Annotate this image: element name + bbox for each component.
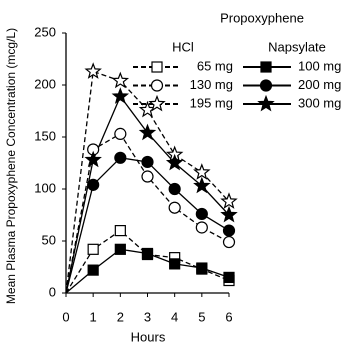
- marker: [87, 243, 99, 255]
- x-tick-label: 2: [117, 309, 124, 324]
- x-axis-title: Hours: [131, 329, 166, 344]
- legend-group-header: HCl: [172, 39, 194, 54]
- marker: [193, 163, 211, 180]
- marker: [87, 178, 100, 191]
- y-tick-label: 250: [34, 24, 56, 39]
- marker: [169, 258, 181, 270]
- y-tick-label: 50: [42, 232, 56, 247]
- marker: [114, 243, 126, 255]
- marker: [84, 62, 102, 79]
- y-tick-label: 0: [49, 284, 56, 299]
- marker: [165, 153, 184, 171]
- x-tick-label: 5: [198, 309, 205, 324]
- legend-label: 200 mg: [298, 77, 341, 92]
- x-tick-label: 4: [171, 309, 178, 324]
- legend-group-header: Napsylate: [268, 39, 326, 54]
- x-tick-label: 6: [225, 309, 232, 324]
- legend-label: 65 mg: [197, 58, 233, 73]
- marker: [260, 61, 272, 73]
- marker: [87, 264, 99, 276]
- legend-title: Propoxyphene: [220, 10, 304, 25]
- marker: [114, 151, 127, 164]
- marker: [257, 94, 275, 112]
- x-tick-label: 1: [90, 309, 97, 324]
- marker: [259, 79, 273, 92]
- marker: [148, 94, 166, 112]
- legend-label: 100 mg: [298, 58, 341, 73]
- marker: [222, 224, 236, 237]
- marker: [195, 221, 208, 234]
- marker: [223, 271, 235, 283]
- y-tick-label: 100: [34, 180, 56, 195]
- marker: [138, 123, 157, 141]
- series-line: [65, 229, 230, 294]
- y-tick-label: 200: [34, 76, 56, 91]
- x-tick-label: 0: [62, 309, 69, 324]
- marker: [220, 192, 238, 209]
- marker: [141, 170, 154, 183]
- legend-label: 130 mg: [190, 77, 233, 92]
- marker: [168, 182, 181, 196]
- x-tick-label: 3: [144, 309, 151, 324]
- marker: [141, 247, 154, 260]
- marker: [114, 225, 126, 237]
- y-axis-title: Mean Plasma Propoxyphene Concentration (…: [4, 28, 18, 304]
- marker: [196, 262, 208, 274]
- marker: [222, 235, 236, 249]
- marker: [193, 176, 211, 194]
- marker: [168, 201, 181, 214]
- y-tick-label: 150: [34, 128, 56, 143]
- legend-label: 195 mg: [190, 95, 233, 110]
- legend-label: 300 mg: [298, 95, 341, 110]
- marker: [150, 79, 164, 92]
- marker: [220, 205, 238, 223]
- marker: [111, 71, 130, 89]
- marker: [111, 87, 130, 104]
- marker: [114, 127, 127, 140]
- marker: [141, 155, 154, 169]
- marker: [151, 61, 163, 73]
- marker: [195, 207, 208, 221]
- marker: [84, 150, 102, 168]
